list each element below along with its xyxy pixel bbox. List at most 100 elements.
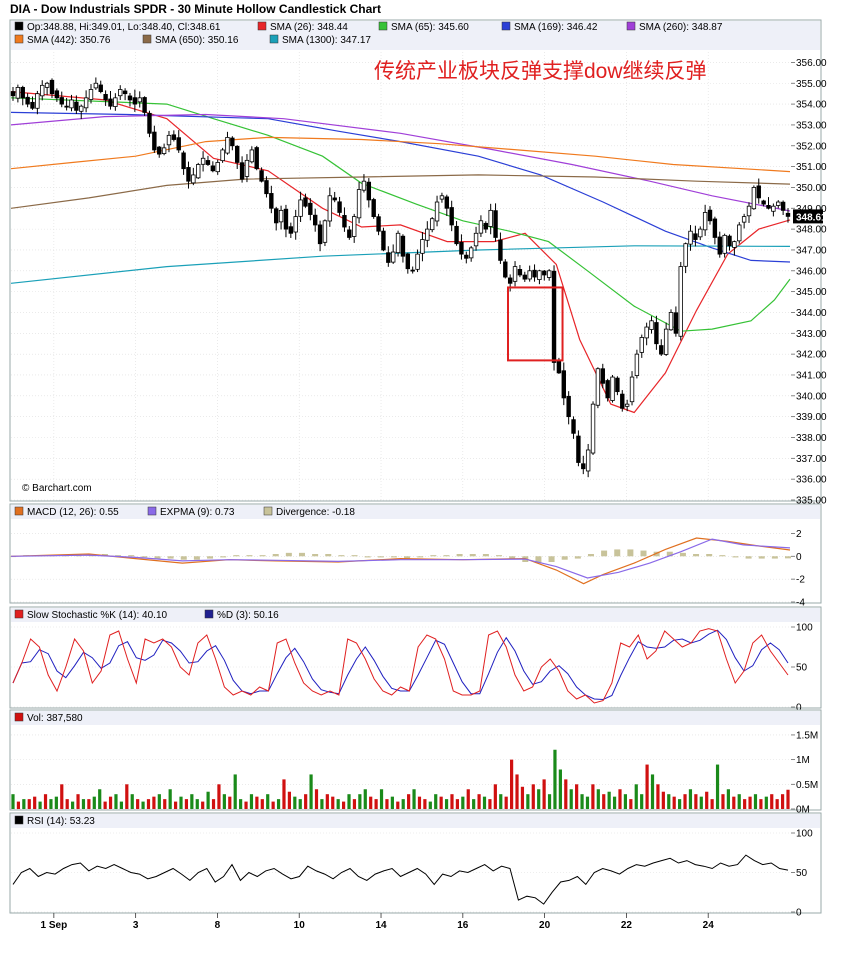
candle-body (381, 230, 386, 251)
divergence-bar (482, 554, 489, 557)
volume-bar (499, 794, 503, 809)
tick-label: 343.00 (796, 329, 827, 340)
legend-swatch (501, 21, 511, 31)
candle-body (200, 157, 206, 165)
candle-body (235, 145, 240, 163)
candle-body (25, 96, 30, 105)
candle-body (366, 181, 372, 201)
legend-label: Op:348.88, Hi:349.01, Lo:348.40, Cl:348.… (27, 22, 221, 33)
candle-body (30, 101, 35, 109)
price-candles (10, 77, 791, 478)
tick-label: 344.00 (796, 308, 827, 319)
volume-bar (190, 794, 194, 809)
divergence-bar (220, 556, 227, 558)
candle-body (283, 208, 289, 230)
candle-body (166, 134, 172, 146)
candle-body (522, 274, 527, 280)
candle-body (468, 247, 474, 259)
macd-lines (10, 537, 791, 585)
candle-body (113, 97, 118, 107)
macd-divergence-bars (10, 549, 791, 564)
candle-body (663, 328, 669, 355)
divergence-bar (443, 555, 450, 557)
macd-y-axis: 2 0 -2 -4 (791, 529, 805, 609)
candle-body (274, 208, 279, 224)
candle-body (581, 463, 586, 470)
volume-bar (661, 791, 665, 809)
tick-label: 1M (796, 755, 810, 766)
volume-bar (65, 799, 69, 809)
divergence-bar (351, 555, 358, 557)
divergence-bar (719, 555, 726, 557)
volume-bar (493, 784, 497, 809)
volume-bar (732, 796, 736, 809)
volume-bar (667, 794, 671, 809)
volume-panel: Vol: 387,580 1.5M 1M 0.5M 0M (9, 709, 822, 816)
candle-body (157, 146, 162, 155)
divergence-bar (679, 552, 686, 557)
divergence-bar (561, 556, 568, 560)
candle-body (230, 137, 235, 147)
candle-body (118, 89, 123, 97)
candle-body (205, 160, 211, 165)
volume-bar (282, 779, 286, 809)
stochastic-panel: Slow Stochastic %K (14): 40.10 %D (3): 50… (9, 606, 822, 714)
volume-bar (504, 796, 508, 809)
volume-bar (168, 789, 172, 809)
price-panel: Op:348.88, Hi:349.01, Lo:348.40, Cl:348.… (9, 19, 827, 507)
divergence-bar (207, 556, 214, 559)
candle-body (698, 228, 703, 238)
candle-body (639, 337, 644, 353)
candle-body (561, 370, 566, 399)
volume-bar (726, 789, 730, 809)
volume-bar (461, 796, 465, 809)
candle-body (717, 236, 722, 255)
candle-body (79, 105, 84, 112)
sma-line (10, 97, 791, 332)
volume-bar (780, 794, 785, 809)
candle-body (741, 216, 747, 223)
volume-bar (347, 794, 351, 809)
candle-body (702, 212, 708, 231)
divergence-bar (154, 556, 161, 559)
candle-body (239, 162, 245, 180)
candle-body (15, 87, 21, 99)
volume-bar (623, 794, 628, 809)
volume-bar (103, 801, 107, 809)
volume-bar (537, 789, 541, 809)
volume-bar (786, 789, 790, 809)
candle-body (444, 196, 450, 209)
tick-label: 353.00 (796, 120, 827, 131)
divergence-bar (377, 556, 384, 558)
volume-bar (764, 796, 768, 809)
tick-label: 1.5M (796, 730, 818, 741)
volume-bar (173, 801, 178, 809)
candle-body (727, 235, 732, 247)
volume-bar (184, 799, 189, 809)
tick-label: 0 (796, 908, 802, 919)
volume-y-axis: 1.5M 1M 0.5M 0M (791, 730, 818, 816)
candle-body (351, 216, 357, 237)
volume-bar (450, 794, 454, 809)
volume-bar (195, 799, 199, 809)
divergence-bar (640, 550, 647, 557)
divergence-bar (312, 554, 319, 557)
tick-label: 336.00 (796, 475, 827, 486)
volume-bar (341, 801, 346, 809)
volume-bar (715, 764, 720, 809)
volume-bar (575, 784, 579, 809)
volume-bar (331, 796, 335, 809)
tick-label: 352.00 (796, 141, 827, 152)
volume-bar (314, 789, 319, 809)
divergence-bar (535, 556, 542, 564)
candle-body (327, 195, 333, 222)
volume-bar (482, 796, 487, 809)
candle-body (746, 205, 752, 217)
candle-body (249, 149, 255, 163)
candle-body (127, 95, 133, 101)
stochastic-lines (12, 628, 789, 704)
volume-bar (157, 794, 161, 809)
stochastic-legend: Slow Stochastic %K (14): 40.10 %D (3): 50… (14, 609, 279, 621)
candle-body (785, 212, 791, 217)
tick-label: -2 (796, 575, 805, 586)
